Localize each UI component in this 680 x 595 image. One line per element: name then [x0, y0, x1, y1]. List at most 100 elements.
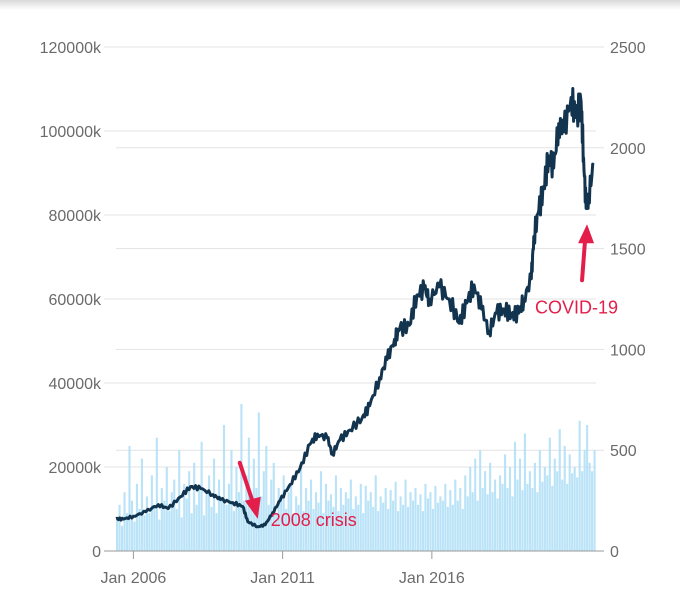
volume-bar [367, 500, 370, 551]
price-line-layer [115, 87, 595, 529]
volume-bar [399, 496, 402, 551]
annotations: 2008 crisis COVID-19 [237, 224, 618, 530]
volume-bar [188, 471, 191, 551]
y-left-tick-label: 60000k [49, 292, 102, 309]
volume-bar [272, 462, 275, 551]
volume-bar [471, 492, 474, 551]
volume-bar [397, 511, 400, 551]
volume-bar [227, 483, 231, 551]
volume-bar [516, 479, 519, 551]
annotation-label: COVID-19 [535, 297, 618, 317]
volume-bar [130, 500, 134, 551]
annotation: COVID-19 [535, 224, 618, 317]
volume-bar [494, 479, 497, 551]
volume-bar [414, 488, 417, 551]
volume-bar [411, 500, 415, 551]
volume-bar [155, 437, 158, 551]
volume-bar [364, 485, 367, 551]
volume-bar [429, 492, 432, 551]
volume-bar [484, 471, 487, 551]
volume-bar [120, 525, 124, 551]
volume-bar [536, 492, 539, 551]
volume-bar [593, 450, 596, 551]
volume-bar [178, 450, 181, 551]
volume-bar [461, 509, 464, 551]
volume-bar [237, 492, 240, 551]
volume-bar [317, 502, 320, 551]
volume-bar [217, 479, 221, 551]
volume-bar [337, 511, 340, 551]
volume-bar [489, 462, 492, 551]
volume-bar [469, 467, 472, 551]
volume-bar [352, 509, 355, 551]
volume-bar [474, 458, 477, 551]
volume-bar [265, 446, 268, 551]
volume-bar [198, 488, 201, 551]
volume-bar [300, 467, 303, 551]
volume-bar [556, 471, 559, 551]
volume-bar [327, 500, 330, 551]
volume-bar [387, 509, 390, 551]
y-right-tick-label: 2500 [610, 40, 646, 57]
volume-bar [573, 467, 576, 551]
volume-bar [322, 513, 325, 551]
volume-bar [148, 513, 151, 551]
volume-bar [208, 475, 211, 551]
volume-bar [553, 458, 556, 551]
volume-bar [262, 471, 265, 551]
volume-bar [150, 475, 153, 551]
volume-bar [133, 521, 136, 551]
volume-bar [446, 506, 449, 551]
volume-bar [314, 492, 318, 551]
volume-bar [588, 462, 591, 551]
volume-bar [290, 483, 293, 551]
volume-bar [185, 498, 188, 551]
volume-bar [384, 488, 387, 551]
volume-bar [116, 517, 119, 551]
y-left-tick-label: 100000k [40, 124, 102, 141]
volume-bar [578, 420, 581, 551]
volume-bar [250, 509, 253, 551]
volume-bar [444, 483, 447, 551]
volume-bar [551, 485, 554, 551]
volume-bar [225, 504, 228, 551]
volume-bar [307, 500, 310, 551]
volume-bar [531, 488, 534, 551]
x-tick-label: Jan 2006 [100, 570, 166, 587]
volume-bar [496, 498, 499, 551]
volume-bar [215, 513, 218, 551]
volume-bar [466, 496, 469, 551]
volume-bar [143, 515, 146, 551]
y-left-tick-label: 40000k [49, 376, 102, 393]
volume-bar [183, 483, 186, 551]
volume-bar [479, 450, 482, 551]
volume-bar [158, 519, 161, 551]
volume-bar [451, 504, 454, 551]
volume-bar [591, 471, 594, 551]
volume-bar [309, 479, 313, 551]
volume-bar [282, 475, 285, 551]
volume-bar [222, 425, 226, 551]
volume-bar [295, 496, 298, 551]
volume-bar [153, 504, 156, 551]
volume-bar [255, 488, 258, 551]
volume-bar [232, 511, 236, 551]
volume-bars [116, 404, 596, 551]
volume-bar [441, 500, 444, 551]
volume-bar [581, 471, 584, 551]
volume-bar [476, 500, 479, 551]
volume-bar [195, 504, 198, 551]
y-left-tick-label: 120000k [40, 40, 102, 57]
y-left-tick-label: 80000k [49, 208, 102, 225]
annotation-arrow-shaft [237, 460, 256, 507]
volume-bar [257, 412, 260, 551]
volume-bar [486, 494, 489, 551]
volume-bar [242, 500, 245, 551]
volume-bar [566, 483, 569, 551]
volume-bar [503, 454, 507, 551]
volume-bar [464, 475, 467, 551]
volume-bar [426, 498, 429, 551]
volume-bar [220, 500, 223, 551]
volume-bar [406, 506, 410, 551]
